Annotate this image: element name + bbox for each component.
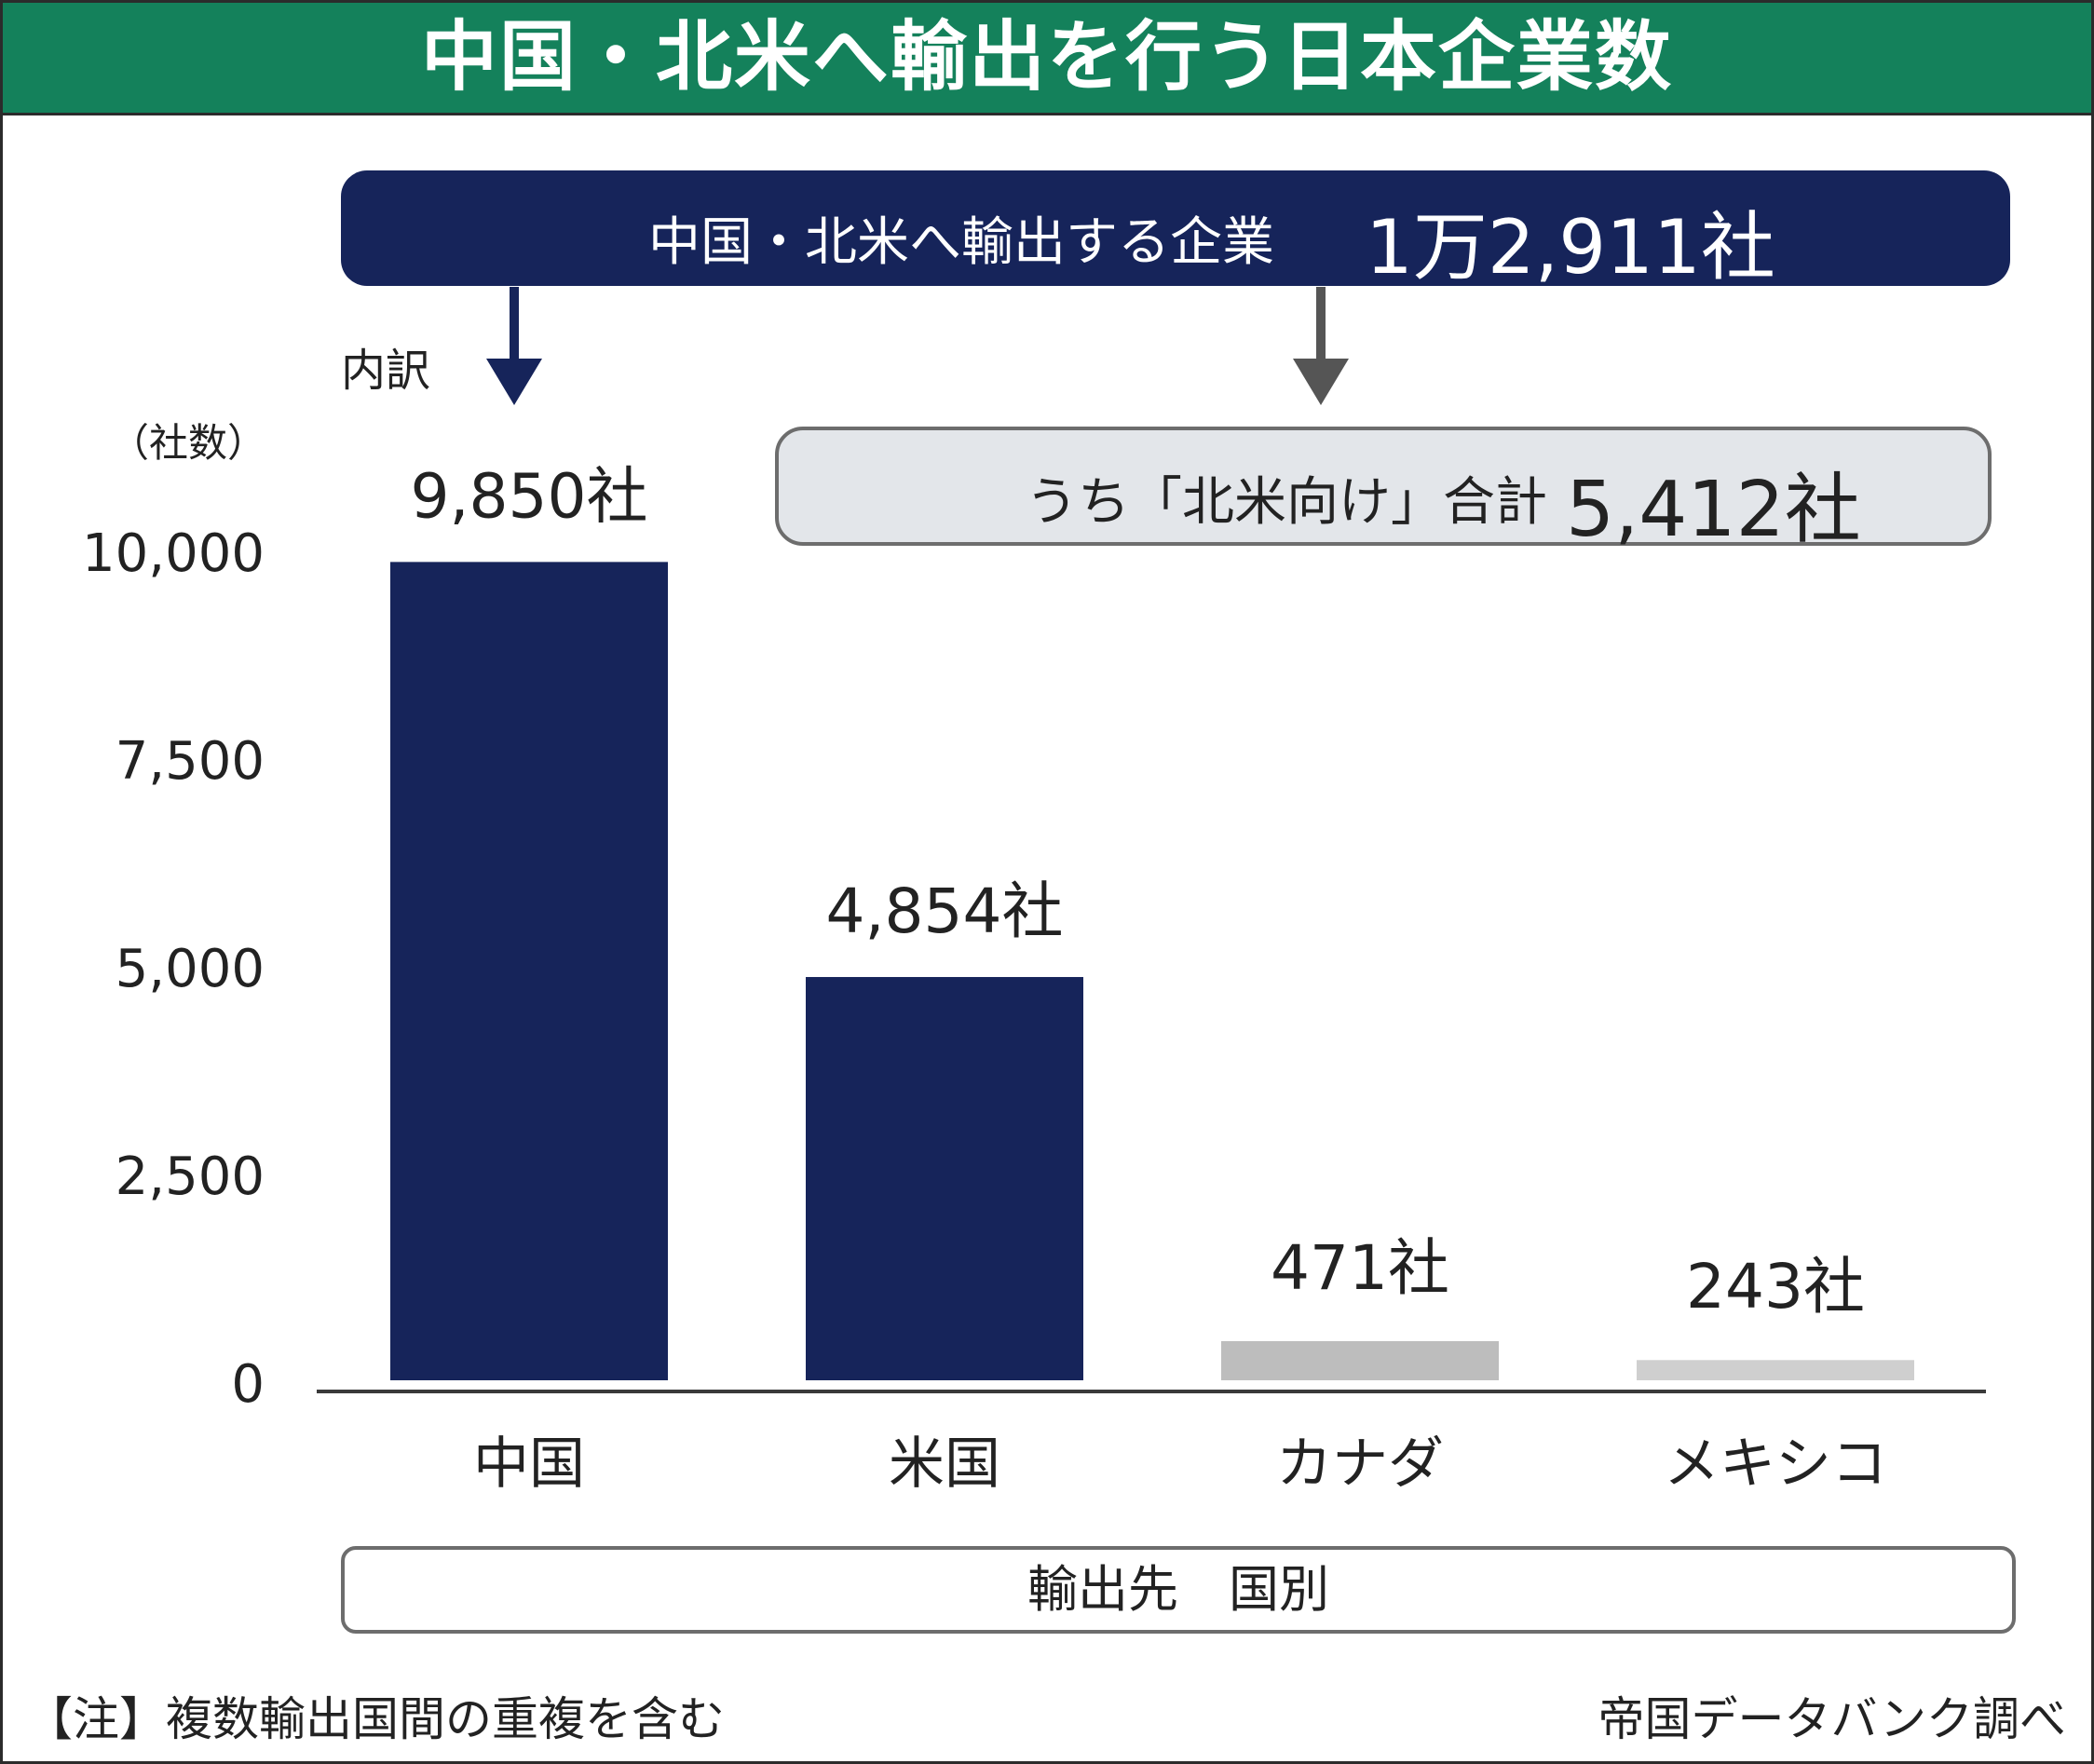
- chart-title: 中国・北米へ輸出を行う日本企業数: [420, 13, 1673, 102]
- data-label: 9,850社: [411, 460, 648, 532]
- source-credit: 帝国データバンク調べ: [1598, 1692, 2067, 1746]
- title-bar: 中国・北米へ輸出を行う日本企業数: [3, 3, 2091, 115]
- bars: [390, 562, 1914, 1380]
- total-summary-box: 中国・北米へ輸出する企業 1万2,911社: [341, 170, 2010, 291]
- north-america-summary-box: うち「北米向け」合計 5,412社: [775, 427, 1992, 554]
- y-tick-label: 0: [231, 1354, 265, 1415]
- x-category-label: カナダ: [1276, 1432, 1444, 1497]
- arrow-to-china-head: [486, 359, 542, 405]
- bar-2: [806, 977, 1083, 1380]
- x-category-label: 米国: [889, 1432, 1000, 1497]
- y-axis-unit-label: （社数）: [110, 420, 267, 466]
- summary-arrows: [486, 287, 1349, 405]
- arrow-to-north-america-head: [1293, 359, 1349, 405]
- category-box: 輸出先 国別: [341, 1546, 2016, 1634]
- data-label: 243社: [1686, 1251, 1865, 1323]
- footnote: 【注】複数輸出国間の重複を含む: [26, 1692, 725, 1746]
- total-summary-label: 中国・北米へ輸出する企業: [648, 212, 1274, 273]
- data-label: 471社: [1271, 1232, 1449, 1304]
- breakdown-label: 内訳: [341, 345, 431, 397]
- north-america-summary-value: 5,412社: [1566, 466, 1861, 554]
- y-axis: 0 2,500 5,000 7,500 10,000: [82, 523, 265, 1415]
- bar-4: [1637, 1360, 1914, 1380]
- total-summary-value: 1万2,911社: [1366, 204, 1775, 291]
- bar-1: [390, 562, 668, 1380]
- y-tick-label: 2,500: [116, 1147, 265, 1207]
- bar-3: [1221, 1340, 1499, 1380]
- x-axis: 中国 米国 カナダ メキシコ: [473, 1432, 1887, 1497]
- category-box-label: 輸出先 国別: [1027, 1560, 1329, 1619]
- x-category-label: メキシコ: [1664, 1432, 1887, 1497]
- data-label: 4,854社: [826, 875, 1064, 947]
- x-category-label: 中国: [473, 1432, 585, 1497]
- y-tick-label: 5,000: [116, 939, 265, 999]
- data-labels: 9,850社 4,854社 471社 243社: [411, 460, 1865, 1323]
- y-tick-label: 7,500: [116, 731, 265, 792]
- y-tick-label: 10,000: [82, 523, 265, 584]
- north-america-summary-label: うち「北米向け」合計: [1026, 472, 1547, 533]
